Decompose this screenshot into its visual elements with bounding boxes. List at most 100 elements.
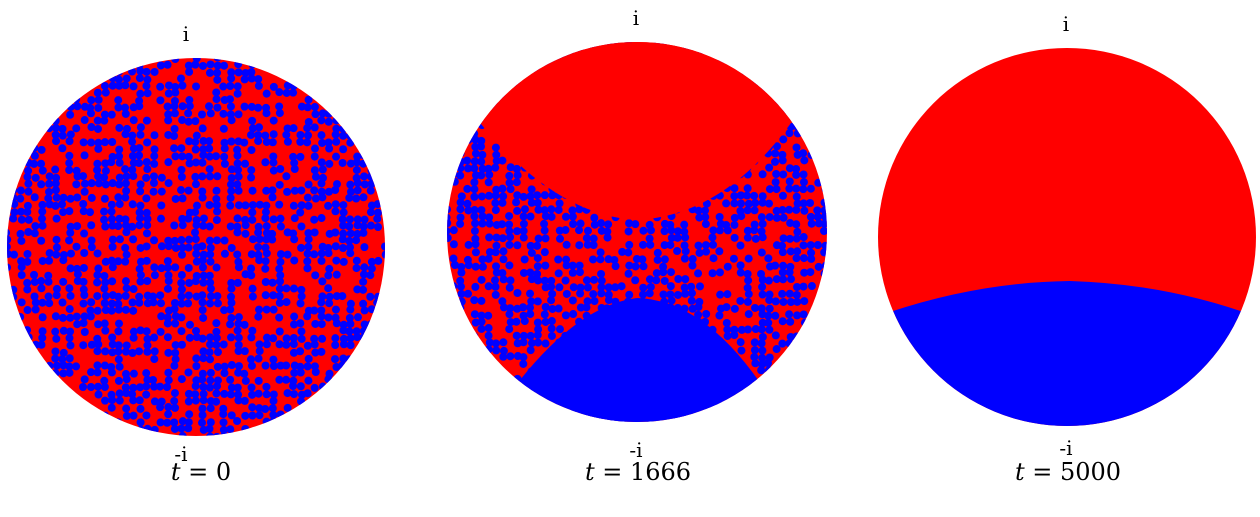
blue-dot	[150, 397, 159, 406]
blue-dot	[52, 361, 61, 370]
blue-dot	[149, 172, 158, 181]
blue-dot	[730, 192, 739, 201]
blue-dot	[716, 290, 725, 299]
blue-dot	[353, 152, 362, 161]
blue-dot	[547, 331, 556, 340]
blue-dot	[178, 214, 187, 223]
blue-dot	[142, 229, 151, 238]
blue-dot	[93, 124, 102, 133]
blue-dot	[667, 296, 676, 305]
blue-dot	[129, 116, 138, 125]
blue-dot	[192, 326, 201, 335]
blue-dot	[52, 243, 61, 252]
blue-dot	[52, 193, 61, 202]
label-top-i: i	[632, 6, 640, 30]
blue-dot	[269, 362, 278, 371]
blue-dot	[17, 298, 26, 307]
blue-dot	[108, 277, 117, 286]
blue-dot	[220, 144, 229, 153]
blue-dot	[240, 138, 249, 147]
blue-dot	[185, 278, 194, 287]
blue-dot	[107, 110, 116, 119]
blue-dot	[359, 285, 368, 294]
blue-dot	[597, 219, 606, 228]
blue-dot	[171, 403, 180, 412]
blue-dot	[750, 206, 759, 215]
blue-region-lower	[878, 281, 1256, 426]
blue-dot	[471, 135, 480, 144]
blue-dot	[765, 185, 774, 194]
blue-dot	[164, 376, 173, 385]
blue-dot	[185, 410, 194, 419]
blue-dot	[73, 320, 82, 329]
blue-dot	[673, 233, 682, 242]
blue-dot	[346, 299, 355, 308]
blue-dot	[247, 271, 256, 280]
blue-dot	[540, 191, 549, 200]
blue-dot	[303, 312, 312, 321]
blue-dot	[813, 212, 822, 221]
blue-dot	[583, 297, 592, 306]
blue-dot	[708, 233, 717, 242]
blue-dot	[177, 271, 186, 280]
blue-dot	[24, 166, 33, 175]
blue-dot	[360, 215, 369, 224]
blue-dot	[101, 411, 110, 420]
blue-dot	[778, 156, 787, 165]
blue-dot	[492, 346, 501, 355]
blue-dot	[758, 192, 767, 201]
blue-dot	[37, 145, 46, 154]
blue-dot	[456, 282, 465, 291]
blue-dot	[283, 187, 292, 196]
blue-dot	[219, 418, 228, 427]
blue-dot	[722, 303, 731, 312]
blue-dot	[374, 256, 383, 265]
blue-dot	[164, 410, 173, 419]
blue-dot	[191, 228, 200, 237]
blue-dot	[554, 269, 563, 278]
blue-dot	[255, 411, 264, 420]
blue-dot	[178, 116, 187, 125]
blue-dot	[456, 164, 465, 173]
blue-dot	[108, 333, 117, 342]
blue-dot	[220, 362, 229, 371]
blue-dot	[492, 185, 501, 194]
blue-dot	[185, 320, 194, 329]
blue-dot	[360, 326, 369, 335]
blue-dot	[296, 368, 305, 377]
blue-dot	[261, 158, 270, 167]
blue-dot	[346, 249, 355, 258]
blue-dot	[290, 186, 299, 195]
blue-dot	[52, 291, 61, 300]
blue-dot	[261, 257, 270, 266]
blue-dot	[254, 137, 263, 146]
blue-dot	[226, 95, 235, 104]
blue-dot	[541, 339, 550, 348]
blue-dot	[114, 327, 123, 336]
blue-dot	[121, 243, 130, 252]
blue-dot	[758, 275, 767, 284]
blue-dot	[820, 198, 827, 207]
blue-dot	[94, 138, 103, 147]
blue-dot	[779, 234, 788, 243]
blue-dot	[234, 362, 243, 371]
blue-dot	[477, 171, 486, 180]
caption-t1666: t = 1666	[584, 458, 692, 486]
blue-dot	[505, 261, 514, 270]
blue-dot	[506, 352, 515, 361]
label-bottom-neg-i: -i	[629, 438, 643, 462]
blue-dot	[86, 312, 95, 321]
blue-dot	[332, 124, 341, 133]
blue-dot	[457, 268, 466, 277]
blue-dot	[484, 191, 493, 200]
blue-dot	[485, 338, 494, 347]
blue-dot	[324, 117, 333, 126]
blue-dot	[757, 366, 766, 375]
blue-dot	[324, 313, 333, 322]
blue-dot	[332, 116, 341, 125]
blue-dot	[191, 180, 200, 189]
blue-dot	[737, 346, 746, 355]
panel-t5000: i -i t = 5000	[870, 0, 1260, 517]
blue-dot	[310, 123, 319, 132]
blue-dot	[526, 331, 535, 340]
